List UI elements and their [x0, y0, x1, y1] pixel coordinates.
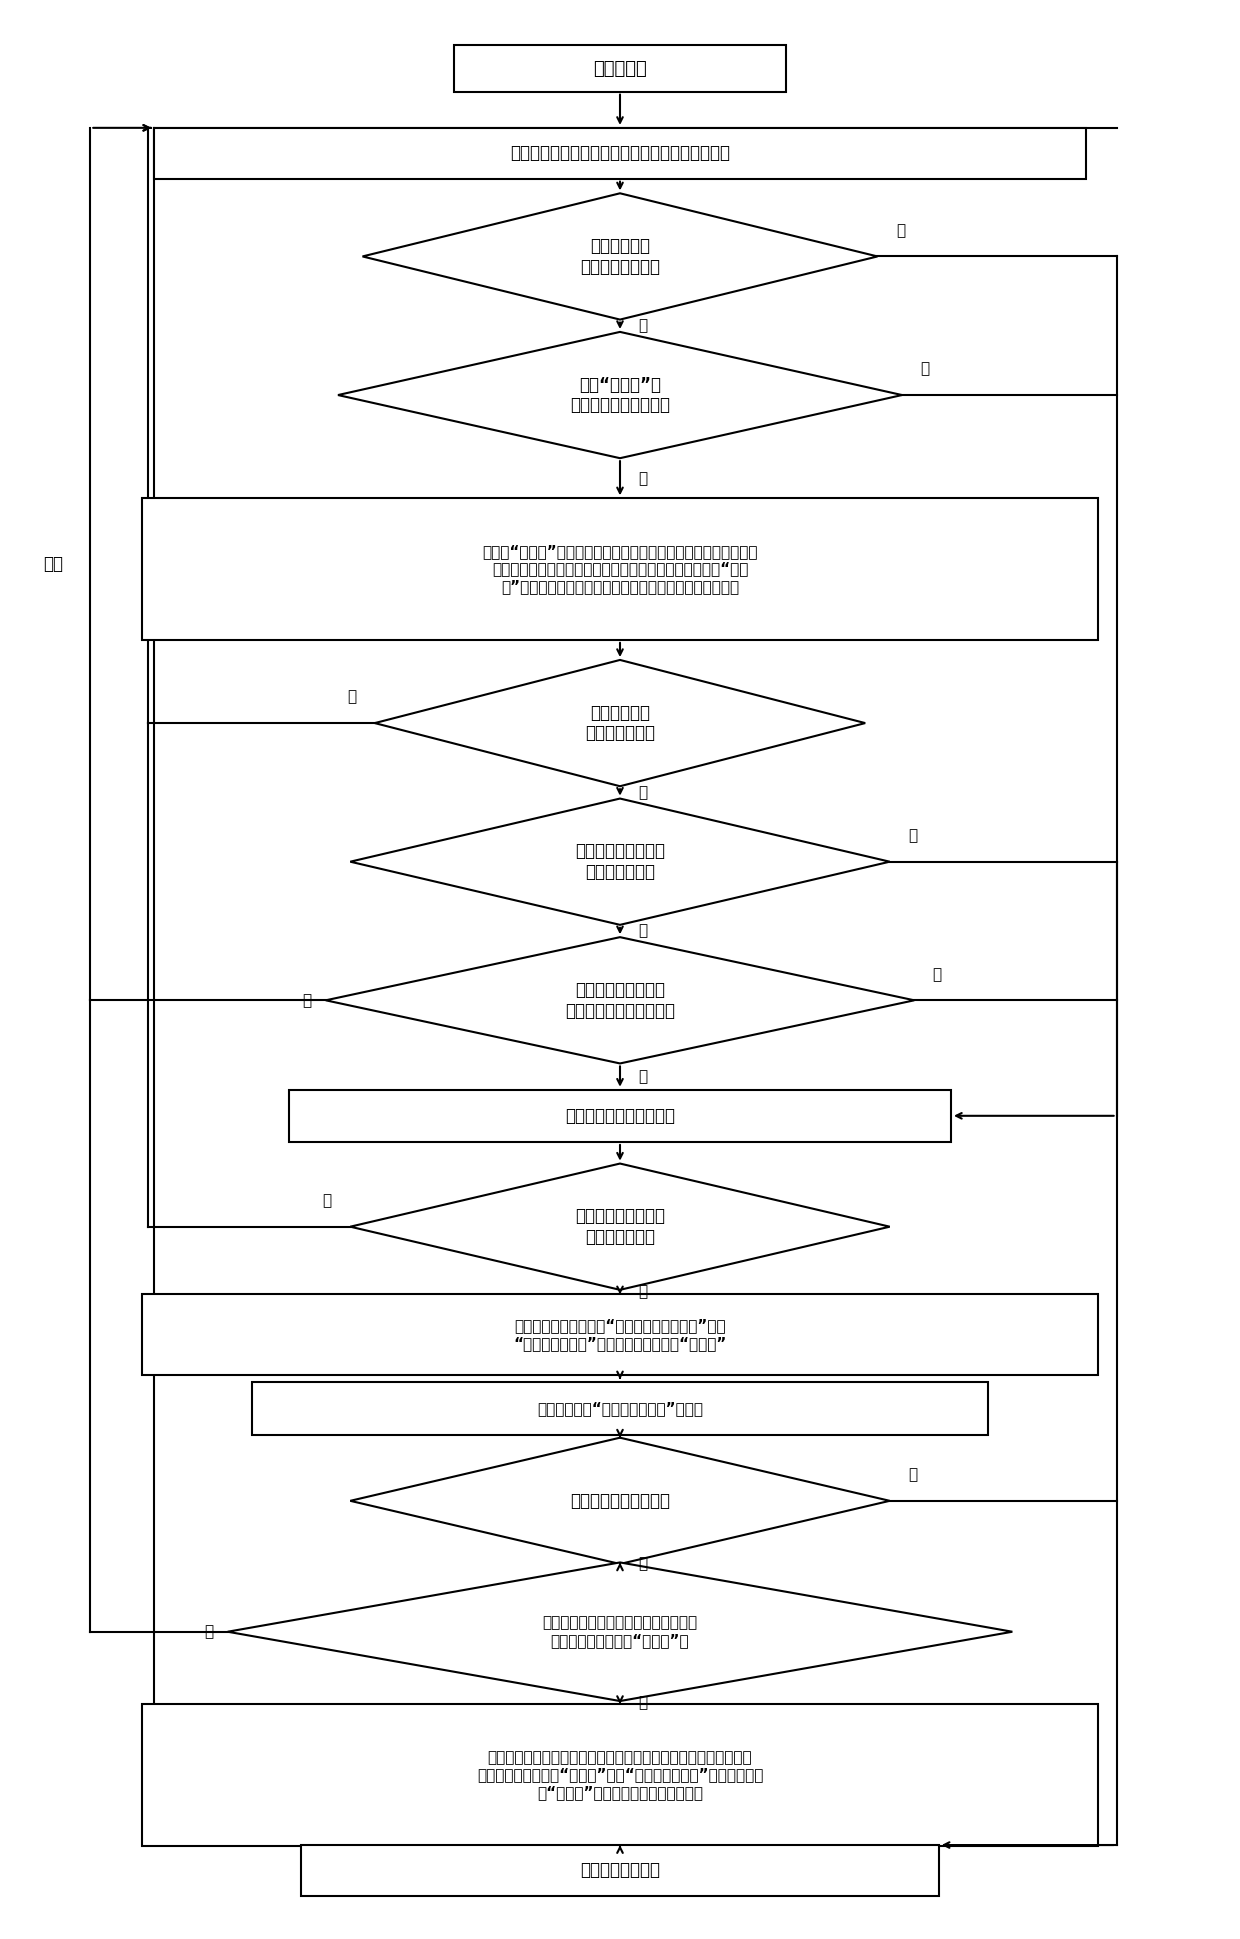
Text: 将当前攻击路径记录于“单轮次攻击路径集合”；在
“待求解结点集合”中将当前结点标记为“已求解”: 将当前攻击路径记录于“单轮次攻击路径集合”；在 “待求解结点集合”中将当前结点标…: [513, 1319, 727, 1351]
Text: 记录并输出当前攻击路径: 记录并输出当前攻击路径: [565, 1107, 675, 1125]
Polygon shape: [228, 1563, 1012, 1701]
Polygon shape: [339, 332, 901, 458]
Text: 待求解结点集合中可用漏洞信息表非空
的各结点的标记均为“已求解”？: 待求解结点集合中可用漏洞信息表非空 的各结点的标记均为“已求解”？: [542, 1615, 698, 1648]
Text: 转到: 转到: [43, 555, 63, 574]
Text: 是: 是: [908, 1468, 918, 1481]
Text: 当前结点的攻击路径
数量满足要求？: 当前结点的攻击路径 数量满足要求？: [575, 842, 665, 880]
FancyBboxPatch shape: [301, 1846, 939, 1896]
FancyBboxPatch shape: [289, 1090, 951, 1142]
Polygon shape: [350, 1163, 890, 1289]
Text: 从所有“未访问”的可用漏洞信息表中取出累积概率值最大的一条漏
洞，进行利用，并将该可用漏洞信息表的访问标记设置为“已访
问”，分析当前可用漏洞，放入相对应的可用: 从所有“未访问”的可用漏洞信息表中取出累积概率值最大的一条漏 洞，进行利用，并将…: [482, 545, 758, 593]
Text: 否: 否: [639, 318, 647, 334]
Text: 待求解结点集合已空？: 待求解结点集合已空？: [570, 1491, 670, 1510]
FancyBboxPatch shape: [252, 1383, 988, 1435]
Text: 否: 否: [347, 690, 356, 704]
Text: 将当前结点从“待求解结点集合”中删除: 将当前结点从“待求解结点集合”中删除: [537, 1400, 703, 1415]
Text: 否: 否: [639, 1068, 647, 1084]
Text: 存在“未访问”的
非空可用漏洞信息表？: 存在“未访问”的 非空可用漏洞信息表？: [570, 376, 670, 415]
Text: 是: 是: [895, 223, 905, 238]
Text: 否: 否: [301, 993, 311, 1008]
Text: 是: 是: [639, 1695, 647, 1710]
Polygon shape: [362, 194, 878, 320]
Text: 否: 否: [639, 1286, 647, 1299]
Text: 是: 是: [322, 1192, 332, 1208]
Text: 是: 是: [639, 471, 647, 485]
Text: 否: 否: [639, 1555, 647, 1571]
Text: 是: 是: [639, 785, 647, 801]
Polygon shape: [326, 937, 914, 1063]
Text: 是: 是: [639, 923, 647, 938]
FancyBboxPatch shape: [141, 1704, 1099, 1846]
Text: 否: 否: [908, 828, 918, 843]
Text: 分析当前可用漏洞，放入相对应的可用漏洞信息表: 分析当前可用漏洞，放入相对应的可用漏洞信息表: [510, 143, 730, 163]
FancyBboxPatch shape: [154, 128, 1086, 178]
Text: 汇总输出计算结果: 汇总输出计算结果: [580, 1861, 660, 1879]
Polygon shape: [350, 1437, 890, 1565]
Polygon shape: [350, 799, 890, 925]
FancyBboxPatch shape: [141, 1295, 1099, 1375]
Text: 是: 是: [932, 968, 942, 981]
Text: 系统初始化: 系统初始化: [593, 60, 647, 78]
Polygon shape: [374, 659, 866, 785]
Text: 所有目标结点的攻击
路径数量均已满足要求？: 所有目标结点的攻击 路径数量均已满足要求？: [565, 981, 675, 1020]
Text: 当前结点的攻击路径
数量满足要求？: 当前结点的攻击路径 数量满足要求？: [575, 1208, 665, 1247]
Text: 否: 否: [203, 1625, 213, 1638]
Text: 当前结点属于
目标结点集合？: 当前结点属于 目标结点集合？: [585, 704, 655, 743]
FancyBboxPatch shape: [141, 498, 1099, 640]
Text: 将单轮次攻击路径集合中记录的各攻击路径上相应的可用漏洞信息
表的访问标记设置为“未访问”；将“待求解结点集合”中各结点标记
为“未求解”；清空单轮次攻击路径集合: 将单轮次攻击路径集合中记录的各攻击路径上相应的可用漏洞信息 表的访问标记设置为“…: [477, 1751, 763, 1799]
Text: 所有可用漏洞
信息表均为空表？: 所有可用漏洞 信息表均为空表？: [580, 237, 660, 275]
FancyBboxPatch shape: [455, 45, 785, 91]
Text: 否: 否: [920, 361, 930, 376]
